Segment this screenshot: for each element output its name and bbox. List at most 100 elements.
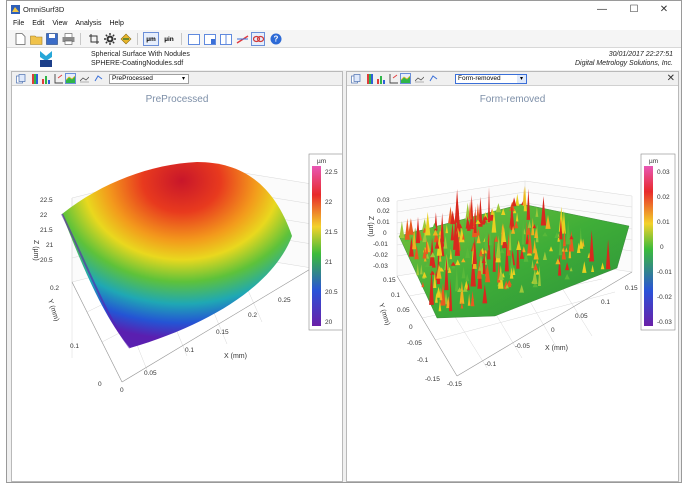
left-view-select[interactable]: PreProcessed ▾ (109, 74, 189, 84)
menu-analysis[interactable]: Analysis (75, 20, 102, 27)
save-icon[interactable] (45, 32, 59, 46)
axes-icon[interactable] (53, 73, 64, 84)
axes-icon[interactable] (388, 73, 399, 84)
surface-peak (435, 292, 438, 303)
crop-icon[interactable] (87, 32, 101, 46)
mesh-view-icon[interactable] (414, 73, 425, 84)
x-tick: 0.05 (144, 370, 157, 377)
surface-peak (605, 239, 611, 270)
right-x-axis-label: X (mm) (545, 345, 568, 352)
surface-peak (447, 266, 452, 273)
surface-peak (488, 225, 492, 246)
units-microinch-button[interactable]: µin (164, 35, 174, 43)
surface-peak (558, 235, 563, 256)
z-tick: 0.02 (377, 208, 390, 215)
surface-peak (487, 232, 491, 260)
surface-peak (404, 218, 410, 240)
open-folder-icon[interactable] (29, 32, 43, 46)
surface-peak (429, 270, 436, 275)
surface-peak (446, 296, 451, 309)
surface-peak (499, 248, 505, 254)
surface-peak (435, 236, 440, 242)
y-tick: -0.05 (407, 340, 422, 347)
surface-peak (508, 224, 512, 251)
link-views-icon[interactable] (251, 32, 265, 46)
surface-peak (420, 264, 423, 275)
pane-close-button[interactable]: ✕ (666, 73, 675, 84)
surface-peak (465, 273, 470, 282)
right-view-select[interactable]: Form-removed ▾ (455, 74, 527, 84)
surface-peak (516, 240, 522, 250)
surface-peak (527, 220, 532, 228)
right-x-ticks: -0.15 -0.1 -0.05 0 0.05 0.1 0.15 (447, 285, 638, 388)
new-file-icon[interactable] (13, 32, 27, 46)
close-button[interactable]: ✕ (659, 4, 669, 15)
surface-peak (476, 228, 480, 236)
colorbar-icon[interactable] (29, 73, 40, 84)
x-tick: 0.15 (216, 329, 229, 336)
menu-edit[interactable]: Edit (32, 20, 45, 27)
company-name: Digital Metrology Solutions, Inc. (574, 60, 673, 67)
settings-gear-icon[interactable] (103, 32, 117, 46)
surface-peak (438, 300, 442, 312)
surface-peak (476, 203, 480, 220)
surface-peak (472, 236, 477, 264)
right-colorbar: µm 0.03 0.02 0.01 0 -0.01 -0.02 -0.03 (640, 153, 676, 331)
menu-file[interactable]: File (13, 20, 25, 27)
filter-icon[interactable] (119, 32, 133, 46)
info-band: Spherical Surface With Nodules SPHERE-Co… (7, 48, 681, 70)
surface-peak (429, 236, 433, 242)
surface-peak (508, 227, 512, 232)
print-icon[interactable] (61, 32, 75, 46)
surface-peak (540, 196, 547, 226)
histogram-icon[interactable] (376, 73, 387, 84)
menu-view[interactable]: View (52, 20, 68, 27)
colorbar-unit: µm (317, 158, 326, 165)
rotate-view-icon[interactable] (428, 73, 439, 84)
surface-view-icon[interactable] (400, 73, 411, 84)
surface-view-icon[interactable] (65, 73, 76, 84)
colorbar-icon[interactable] (364, 73, 375, 84)
view-dual-icon[interactable] (219, 32, 233, 46)
maximize-button[interactable]: ☐ (629, 4, 639, 15)
view-split-icon[interactable] (203, 32, 217, 46)
left-surface (62, 162, 292, 348)
copy-icon[interactable] (350, 73, 361, 84)
view-single-icon[interactable] (187, 32, 201, 46)
colorbar-tick: 0.02 (657, 194, 670, 201)
rotate-view-icon[interactable] (93, 73, 104, 84)
surface-peak (444, 256, 449, 291)
surface-peak (450, 222, 455, 241)
surface-peak (492, 236, 496, 272)
colorbar-tick: 0.03 (657, 169, 670, 176)
surface-peak (511, 197, 517, 207)
left-y-axis-label: Y (mm) (46, 298, 60, 322)
surface-peak (465, 247, 470, 258)
profile-tool-icon[interactable] (235, 32, 249, 46)
menu-help[interactable]: Help (109, 20, 124, 27)
y-tick: 0 (98, 381, 102, 388)
surface-peak (463, 280, 469, 290)
help-icon[interactable]: ? (269, 32, 283, 46)
surface-peak (525, 232, 529, 245)
histogram-icon[interactable] (41, 73, 52, 84)
form-removed-pane: Form-removed ▾ ✕ Form-removed (346, 71, 679, 482)
window-title: OmniSurf3D (23, 5, 65, 14)
pane-toolbar: PreProcessed ▾ (12, 72, 342, 86)
surface-peak (487, 186, 491, 223)
copy-icon[interactable] (15, 73, 26, 84)
surface-peak (582, 261, 587, 273)
z-tick: 21.5 (40, 227, 53, 234)
units-micrometer-button[interactable]: µm (143, 32, 159, 46)
y-tick: 0.15 (383, 277, 396, 284)
surface-peak (455, 267, 459, 292)
left-x-ticks: 0 0.05 0.1 0.15 0.2 0.25 (120, 297, 291, 394)
surface-name: Spherical Surface With Nodules (91, 51, 190, 58)
minimize-button[interactable]: — (597, 4, 607, 15)
surface-peak (600, 262, 605, 270)
surface-peak (435, 286, 442, 298)
file-name: SPHERE-CoatingNodules.sdf (91, 60, 184, 67)
mesh-view-icon[interactable] (79, 73, 90, 84)
colorbar-tick: 22.5 (325, 169, 338, 176)
surface-peak (399, 221, 405, 238)
